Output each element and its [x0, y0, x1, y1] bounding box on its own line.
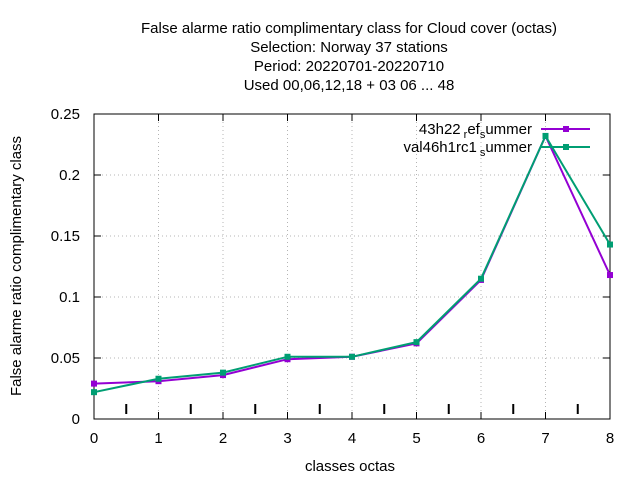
title-line-4: Used 00,06,12,18 + 03 06 ... 48	[244, 77, 455, 94]
series-1-point	[91, 380, 97, 387]
series-2-point	[607, 241, 613, 248]
legend: 43h22 refsummer val46h1rc1 summer	[403, 121, 590, 159]
series-2-point	[220, 369, 226, 376]
x-axis-ticks: 0 1 2 3 4 5 6 7 8	[90, 114, 614, 447]
x-tick-label: 3	[283, 430, 291, 447]
x-tick-label: 0	[90, 430, 98, 447]
series-2-point	[284, 353, 291, 360]
legend-entry-2: val46h1rc1 summer	[403, 139, 590, 159]
series-2-point	[91, 389, 97, 396]
series-layer	[91, 132, 613, 396]
series-2-point	[478, 275, 484, 282]
legend-1-sub2: s	[480, 129, 486, 141]
y-axis-ticks: 0 0.05 0.1 0.15 0.2 0.25	[51, 106, 610, 428]
grid-lines	[94, 114, 610, 419]
legend-label-2: val46h1rc1 summer	[403, 139, 532, 159]
y-tick-label: 0.15	[51, 228, 80, 245]
y-axis-label: False alarme ratio complimentary class	[8, 136, 25, 396]
series-2-point	[349, 353, 355, 360]
series-1	[91, 132, 613, 387]
y-tick-label: 0.25	[51, 106, 80, 123]
series-2-point	[542, 132, 549, 139]
x-tick-label: 6	[477, 430, 485, 447]
title-line-3: Period: 20220701-20220710	[254, 58, 444, 75]
legend-2-tail: ummer	[485, 139, 532, 156]
legend-1-sub1: r	[464, 129, 468, 141]
x-tick-label: 1	[154, 430, 162, 447]
legend-label-1: 43h22 refsummer	[419, 121, 532, 141]
x-axis-label: classes octas	[305, 458, 395, 475]
y-tick-label: 0.1	[59, 289, 80, 306]
y-tick-label: 0.05	[51, 350, 80, 367]
x-tick-label: 8	[606, 430, 614, 447]
x-tick-label: 2	[219, 430, 227, 447]
legend-2-main: val46h1rc1	[403, 139, 476, 156]
legend-2-sub2: s	[480, 147, 486, 159]
title-line-1: False alarme ratio complimentary class f…	[141, 20, 557, 37]
x-tick-label: 5	[412, 430, 420, 447]
legend-marker-2	[563, 144, 569, 150]
legend-1-main: 43h22	[419, 121, 461, 138]
series-2-point	[413, 339, 420, 346]
title-line-2: Selection: Norway 37 stations	[250, 39, 448, 56]
bottom-markers	[125, 404, 579, 414]
legend-1-tail: ummer	[485, 121, 532, 138]
y-tick-label: 0.2	[59, 167, 80, 184]
legend-1-mid: ef	[467, 121, 480, 138]
legend-entry-1: 43h22 refsummer	[419, 121, 590, 141]
series-2	[91, 132, 613, 396]
x-tick-label: 7	[541, 430, 549, 447]
chart-title: False alarme ratio complimentary class f…	[141, 20, 557, 94]
y-tick-label: 0	[72, 411, 80, 428]
x-tick-label: 4	[348, 430, 356, 447]
series-2-point	[155, 375, 162, 382]
legend-marker-1	[563, 126, 569, 132]
series-1-point	[607, 272, 613, 279]
